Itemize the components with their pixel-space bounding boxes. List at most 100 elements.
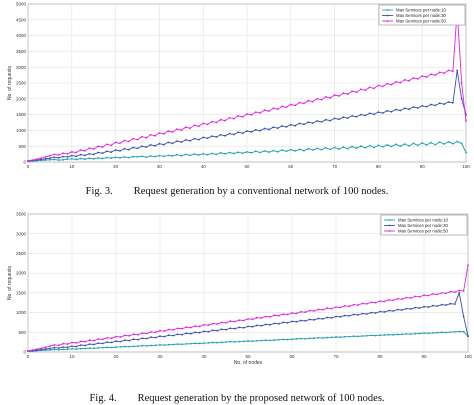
data-point: [207, 330, 210, 333]
data-point: [276, 151, 279, 153]
data-point: [436, 293, 439, 296]
data-point: [172, 329, 175, 331]
data-point: [395, 143, 397, 146]
data-point: [101, 146, 104, 149]
data-point: [430, 103, 432, 106]
data-point: [203, 342, 205, 344]
data-point: [106, 341, 109, 343]
data-point: [251, 318, 254, 321]
data-point: [434, 143, 437, 146]
legend-entry: Max Services per node:30: [396, 13, 447, 18]
data-point: [387, 299, 390, 301]
data-point: [291, 320, 293, 323]
data-point: [247, 325, 249, 328]
data-point: [269, 339, 271, 342]
data-point: [374, 334, 377, 337]
data-point: [383, 334, 386, 336]
data-point: [171, 131, 174, 133]
y-axis-label: No. of requests: [7, 266, 13, 300]
data-point: [255, 316, 258, 319]
data-point: [27, 159, 29, 162]
data-point: [392, 333, 395, 336]
data-point: [189, 127, 192, 130]
data-point: [106, 346, 109, 349]
data-point: [276, 108, 279, 111]
data-point: [171, 155, 174, 157]
y-tick-label: 5000: [16, 2, 27, 7]
data-point: [167, 141, 170, 144]
data-point: [395, 80, 397, 83]
data-point: [180, 129, 183, 132]
data-point: [211, 322, 214, 325]
data-point: [329, 148, 332, 151]
data-point: [423, 332, 425, 334]
data-point: [110, 341, 113, 344]
data-point: [238, 326, 241, 329]
data-point: [351, 115, 353, 117]
data-point: [277, 338, 280, 341]
data-point: [291, 312, 293, 314]
data-point: [272, 107, 275, 110]
data-point: [93, 339, 95, 342]
data-point: [405, 333, 408, 335]
data-point: [176, 343, 179, 345]
data-point: [97, 347, 100, 349]
data-point: [132, 146, 135, 149]
x-tick-label: 60: [288, 164, 294, 169]
data-point: [66, 156, 69, 158]
data-point: [282, 313, 285, 315]
data-point: [462, 315, 465, 318]
data-point: [379, 300, 381, 302]
data-point: [449, 331, 452, 333]
data-point: [339, 316, 342, 318]
data-point: [370, 301, 373, 304]
data-point: [298, 101, 301, 104]
data-point: [193, 153, 196, 156]
data-point: [383, 300, 386, 303]
data-point: [338, 118, 340, 121]
data-point: [97, 157, 99, 159]
data-point: [27, 349, 29, 352]
data-point: [202, 152, 205, 155]
data-point: [263, 150, 266, 152]
data-point: [84, 150, 86, 152]
data-point: [62, 155, 64, 158]
data-point: [427, 306, 430, 308]
data-point: [321, 308, 324, 311]
data-point: [193, 124, 196, 127]
data-point: [149, 144, 152, 146]
data-point: [456, 140, 459, 143]
legend-entry: Max Services per node:50: [398, 229, 449, 234]
data-point: [346, 117, 349, 119]
data-point: [145, 156, 148, 159]
data-point: [114, 141, 117, 144]
data-point: [299, 319, 302, 322]
data-point: [418, 307, 421, 309]
x-tick-label: 50: [244, 164, 250, 169]
data-point: [132, 345, 135, 348]
data-point: [343, 305, 346, 307]
data-point: [342, 146, 345, 149]
y-tick-label: 3500: [16, 212, 27, 217]
data-point: [79, 344, 82, 346]
data-point: [377, 144, 380, 147]
data-point: [346, 147, 349, 150]
y-axis-label: No. of requests: [7, 66, 13, 100]
data-point: [105, 143, 108, 146]
data-point: [447, 69, 450, 72]
legend-marker: [386, 20, 389, 22]
data-point: [137, 345, 139, 347]
data-point: [338, 95, 340, 97]
data-point: [281, 149, 283, 151]
data-point: [401, 298, 403, 301]
data-point: [326, 336, 329, 339]
data-point: [237, 131, 240, 134]
data-point: [158, 132, 161, 134]
data-point: [357, 335, 359, 338]
data-point: [352, 303, 355, 306]
data-point: [216, 341, 219, 344]
data-point: [303, 123, 305, 126]
data-point: [88, 347, 91, 349]
x-tick-label: 90: [421, 354, 427, 359]
data-point: [75, 342, 78, 344]
